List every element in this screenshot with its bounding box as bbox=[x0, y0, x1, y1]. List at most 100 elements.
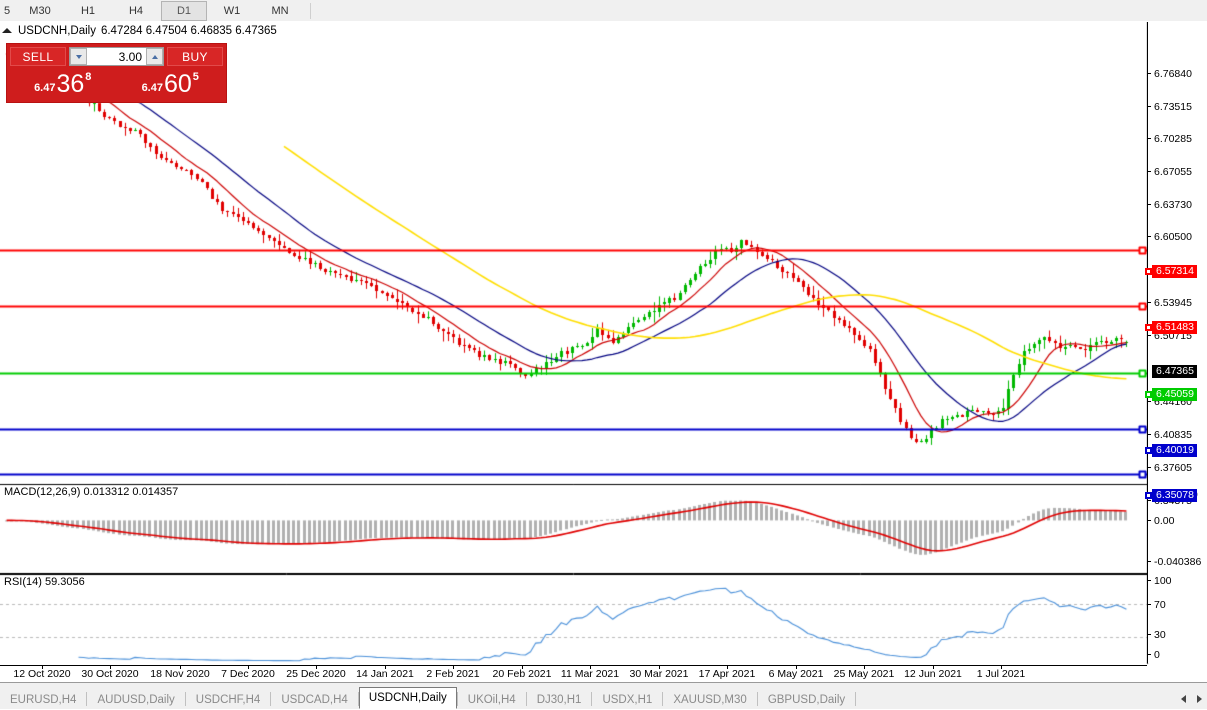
price-level-label[interactable]: 6.45059 bbox=[1145, 387, 1197, 401]
price-axis-tick: 6.53945 bbox=[1148, 297, 1207, 309]
timeframe-button-h4[interactable]: H4 bbox=[128, 4, 144, 17]
tab-separator bbox=[86, 692, 88, 706]
price-level-handle[interactable] bbox=[1145, 446, 1152, 454]
price-level-handle[interactable] bbox=[1145, 491, 1152, 499]
date-axis-label: 25 May 2021 bbox=[833, 668, 895, 680]
one-click-trading-panel[interactable]: SELL 3.00 BUY 6.47 36 8 6.47 60 5 bbox=[6, 43, 227, 103]
caret-up-icon bbox=[151, 54, 158, 59]
price-axis[interactable]: 6.76840 6.73515 6.70285 6.67055 6.63730 6.605… bbox=[1145, 22, 1207, 663]
date-axis-tick bbox=[180, 666, 181, 669]
price-axis-tick-label: 6.70285 bbox=[1154, 133, 1192, 145]
arrow-left-icon bbox=[1180, 695, 1186, 703]
price-level-label[interactable]: 6.51483 bbox=[1145, 320, 1197, 334]
date-axis-label: 7 Dec 2020 bbox=[221, 668, 275, 680]
date-axis-tick bbox=[933, 666, 934, 669]
bid-price-prefix: 6.47 bbox=[34, 82, 56, 94]
price-level-handle[interactable] bbox=[1145, 267, 1152, 275]
date-axis-tick bbox=[316, 666, 317, 669]
date-axis-tick bbox=[248, 666, 249, 669]
chart-window[interactable]: USDCNH,Daily 6.47284 6.47504 6.46835 6.4… bbox=[0, 21, 1207, 684]
octp-price-row: 6.47 36 8 6.47 60 5 bbox=[7, 67, 226, 101]
price-level-label[interactable]: 6.35078 bbox=[1145, 488, 1197, 502]
price-level-value: 6.45059 bbox=[1152, 387, 1197, 401]
date-axis-label: 30 Mar 2021 bbox=[629, 668, 689, 680]
rsi-indicator-label: RSI(14) 59.3056 bbox=[4, 576, 85, 588]
tab-separator bbox=[662, 692, 664, 706]
chart-tab-gbpusd-daily[interactable]: GBPUSD,Daily bbox=[767, 694, 846, 706]
price-level-value: 6.40019 bbox=[1152, 443, 1197, 457]
indicator-axis-tick-label: 30 bbox=[1154, 629, 1166, 641]
tab-separator bbox=[855, 692, 857, 706]
chart-tab-xauusd-m30[interactable]: XAUUSD,M30 bbox=[673, 694, 747, 706]
volume-decrement-button[interactable] bbox=[70, 48, 87, 65]
price-axis-tick: 6.60500 bbox=[1148, 231, 1207, 243]
chart-tab-audusd-daily[interactable]: AUDUSD,Daily bbox=[97, 694, 175, 706]
ask-price-fraction: 5 bbox=[192, 71, 199, 83]
price-axis-tick: 6.63730 bbox=[1148, 199, 1207, 211]
indicator-axis-tick: 0 bbox=[1148, 649, 1207, 661]
date-axis-tick bbox=[1001, 666, 1002, 669]
tab-separator bbox=[184, 692, 186, 706]
date-axis-tick bbox=[42, 666, 43, 669]
date-axis-label: 25 Dec 2020 bbox=[286, 668, 346, 680]
date-axis-label: 14 Jan 2021 bbox=[356, 668, 414, 680]
tab-separator bbox=[756, 692, 758, 706]
chart-tab-ukoil-h4[interactable]: UKOil,H4 bbox=[467, 694, 516, 706]
price-level-label[interactable]: 6.57314 bbox=[1145, 264, 1197, 278]
price-axis-tick-label: 6.40835 bbox=[1154, 429, 1192, 441]
indicator-axis-tick: 100 bbox=[1148, 575, 1207, 587]
timeframe-button-5[interactable]: 5 bbox=[3, 4, 11, 17]
price-axis-tick: 6.76840 bbox=[1148, 68, 1207, 80]
date-axis[interactable]: 12 Oct 2020 30 Oct 2020 18 Nov 2020 7 Dec 2… bbox=[0, 665, 1147, 684]
price-axis-tick: 6.67055 bbox=[1148, 166, 1207, 178]
chart-tab-usdchf-h4[interactable]: USDCHF,H4 bbox=[195, 694, 261, 706]
timeframe-button-m30[interactable]: M30 bbox=[29, 4, 51, 17]
chart-tab-usdcnh-daily[interactable]: USDCNH,Daily bbox=[358, 687, 457, 709]
triangle-up-icon[interactable] bbox=[2, 28, 12, 33]
bid-price-display[interactable]: 6.47 36 8 bbox=[10, 67, 116, 98]
sell-button[interactable]: SELL bbox=[10, 47, 66, 66]
price-level-handle[interactable] bbox=[1145, 323, 1152, 331]
chart-tab-dj30-h1[interactable]: DJ30,H1 bbox=[536, 694, 582, 706]
timeframe-button-h1[interactable]: H1 bbox=[80, 4, 96, 17]
date-axis-label: 12 Jun 2021 bbox=[904, 668, 962, 680]
price-axis-tick: 6.37605 bbox=[1148, 462, 1207, 474]
indicator-axis-tick-label: -0.040386 bbox=[1154, 556, 1202, 568]
tab-separator bbox=[525, 692, 527, 706]
timeframe-button-mn[interactable]: MN bbox=[271, 4, 289, 17]
price-level-label[interactable]: 6.40019 bbox=[1145, 443, 1197, 457]
price-axis-tick: 6.73515 bbox=[1148, 101, 1207, 113]
buy-button[interactable]: BUY bbox=[167, 47, 223, 66]
caret-down-icon bbox=[75, 54, 82, 59]
chart-canvas[interactable] bbox=[0, 22, 1207, 684]
date-axis-label: 11 Mar 2021 bbox=[560, 668, 620, 680]
tab-scroll-left-button[interactable] bbox=[1175, 689, 1191, 709]
date-axis-label: 20 Feb 2021 bbox=[492, 668, 552, 680]
toolbar-separator bbox=[310, 2, 311, 19]
octp-controls-row: SELL 3.00 BUY bbox=[7, 44, 226, 67]
tab-scroll-right-button[interactable] bbox=[1191, 689, 1207, 709]
date-axis-label: 2 Feb 2021 bbox=[426, 668, 480, 680]
chart-tab-usdx-h1[interactable]: USDX,H1 bbox=[602, 694, 653, 706]
timeframe-toolbar: 5 M30 H1 H4 D1 W1 MN bbox=[0, 0, 1207, 22]
price-level-handle[interactable] bbox=[1145, 390, 1152, 398]
ask-price-big: 60 bbox=[163, 70, 192, 98]
chart-tab-eurusd-h4[interactable]: EURUSD,H4 bbox=[10, 694, 77, 706]
arrow-right-icon bbox=[1196, 695, 1202, 703]
price-level-value: 6.57314 bbox=[1152, 264, 1197, 278]
price-level-label[interactable]: 6.47365 bbox=[1152, 364, 1197, 378]
chart-symbol-label: USDCNH,Daily bbox=[18, 24, 96, 37]
indicator-axis-tick: 70 bbox=[1148, 599, 1207, 611]
volume-stepper[interactable]: 3.00 bbox=[69, 47, 164, 66]
volume-increment-button[interactable] bbox=[146, 48, 163, 65]
indicator-axis-tick-label: 0 bbox=[1154, 649, 1160, 661]
timeframe-button-w1[interactable]: W1 bbox=[223, 4, 241, 17]
ask-price-display[interactable]: 6.47 60 5 bbox=[117, 67, 223, 98]
volume-input[interactable]: 3.00 bbox=[118, 49, 142, 64]
indicator-axis-tick: -0.040386 bbox=[1148, 556, 1207, 568]
timeframe-button-d1[interactable]: D1 bbox=[161, 0, 207, 21]
date-axis-tick bbox=[522, 666, 523, 669]
chart-tab-usdcad-h4[interactable]: USDCAD,H4 bbox=[281, 694, 348, 706]
price-axis-tick-label: 6.60500 bbox=[1154, 231, 1192, 243]
price-level-value: 6.35078 bbox=[1152, 488, 1197, 502]
